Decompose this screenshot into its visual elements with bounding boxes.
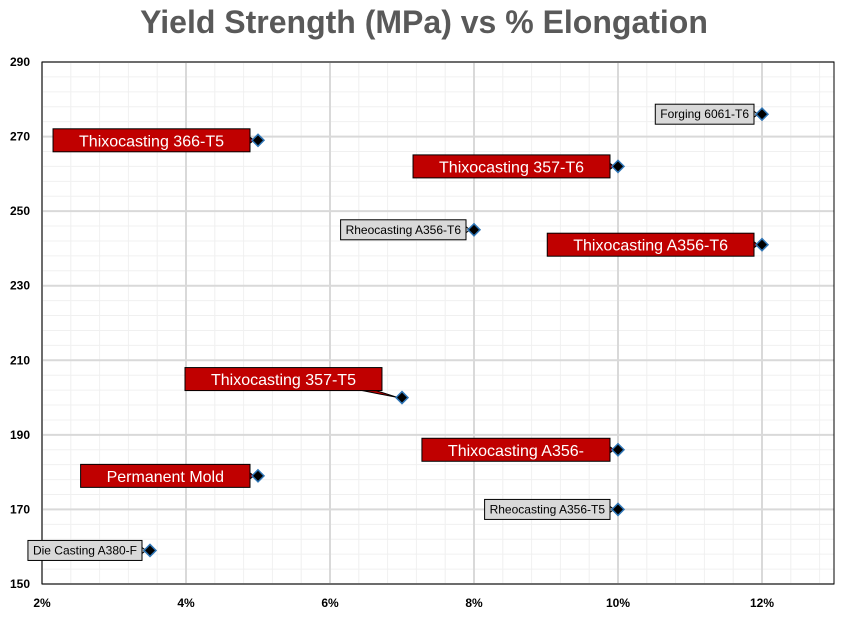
x-tick-label: 8% [465,596,483,610]
plot-frame [41,61,835,585]
point-label: Thixocasting 357-T5 [211,372,356,389]
label-box [546,232,755,257]
x-tick-label: 10% [606,596,630,610]
y-tick-label: 270 [10,130,30,144]
callout-label-red: Thixocasting 366-T5 [52,128,251,153]
y-axis-ticks: 150 170 190 210 230 250 270 290 [10,55,30,591]
callout-label-red: Thixocasting A356-T6 [546,232,755,257]
point-label: Rheocasting A356-T6 [346,223,462,237]
y-tick-label: 190 [10,428,30,442]
data-point-marker [250,133,266,148]
callout-label-red: Permanent Mold [80,463,251,488]
data-point-marker [610,502,626,517]
point-label: Die Casting A380-F [33,543,137,557]
label-box [184,367,383,392]
label-box [27,539,143,561]
data-labels: Forging 6061-T6 Thixocasting 366-T5 Thixoc… [27,103,755,561]
y-tick-label: 170 [10,502,30,516]
point-label: Rheocasting A356-T5 [490,502,606,516]
x-axis-ticks: 2% 4% 6% 8% 10% 12% [33,596,774,610]
y-tick-label: 150 [10,577,30,591]
data-point-marker [466,222,482,237]
y-tick-label: 230 [10,279,30,293]
data-point-marker [142,543,158,558]
data-point-marker [754,237,770,252]
x-tick-label: 6% [321,596,339,610]
callout-label-gray: Rheocasting A356-T6 [340,219,467,241]
data-point-marker [394,390,410,405]
callout-label-red: Thixocasting 357-T5 [184,367,383,392]
chart-title: Yield Strength (MPa) vs % Elongation [140,4,708,40]
x-tick-label: 12% [750,596,774,610]
y-tick-label: 250 [10,204,30,218]
label-box [484,498,611,520]
point-label: Thixocasting A356-T6 [573,238,728,255]
label-box [654,103,755,125]
data-point-marker [250,468,266,483]
point-label: Permanent Mold [107,469,224,486]
data-point-marker [754,107,770,122]
callout-label-gray: Rheocasting A356-T5 [484,498,611,520]
data-point-marker [610,159,626,174]
label-box [80,463,251,488]
data-markers [142,107,770,558]
label-box [421,437,611,462]
plot-area-border [41,61,835,585]
x-tick-label: 2% [33,596,51,610]
label-leader [361,390,399,399]
point-label: Thixocasting A356- [448,443,584,460]
callout-label-gray: Forging 6061-T6 [654,103,755,125]
point-label: Thixocasting 366-T5 [79,133,224,150]
point-label: Thixocasting 357-T6 [439,159,584,176]
label-box [340,219,467,241]
data-point-marker [610,442,626,457]
callout-label-red: Thixocasting A356- [421,437,611,462]
y-tick-label: 210 [10,353,30,367]
point-label: Forging 6061-T6 [660,107,749,121]
y-tick-label: 290 [10,55,30,69]
x-tick-label: 4% [177,596,195,610]
callout-label-gray: Die Casting A380-F [27,539,143,561]
label-box [412,154,611,179]
callout-label-red: Thixocasting 357-T6 [412,154,611,179]
label-box [52,128,251,153]
